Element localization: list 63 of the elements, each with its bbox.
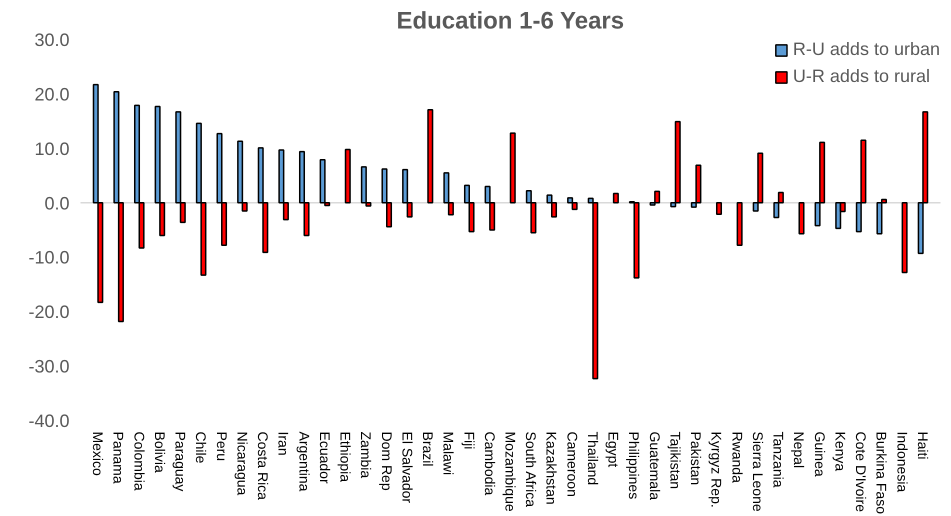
x-tick-label: Tanzania <box>770 432 787 488</box>
x-tick-label: Guinea <box>812 432 828 477</box>
x-tick-label: Mexico <box>90 432 106 476</box>
x-tick-label: Rwanda <box>729 432 746 484</box>
x-tick-label: Bolivia <box>152 432 168 473</box>
y-tick-label: 0.0 <box>44 193 70 214</box>
x-tick-label: Cameroon <box>564 432 580 497</box>
x-tick-label: Indonesia <box>894 432 910 492</box>
x-tick-label: Cote D'Ivoire <box>853 432 870 512</box>
x-tick-label: Nicaragua <box>234 432 250 496</box>
x-tick-label: Burkina Faso <box>874 432 890 514</box>
x-tick-label: Peru <box>214 432 230 462</box>
x-tick-label: Fiji <box>461 432 478 450</box>
x-tick-label: Zambia <box>358 432 374 478</box>
chart-title: Education 1-6 Years <box>396 8 624 34</box>
x-tick-label: Brazil <box>420 432 436 467</box>
bar <box>716 202 722 215</box>
x-tick-label: Pakistan <box>688 432 704 486</box>
x-tick-label: Haiti <box>914 432 931 460</box>
x-tick-label: Dom Rep <box>378 432 395 491</box>
x-tick-label: Colombia <box>131 432 148 491</box>
y-tick-label: -30.0 <box>28 356 70 377</box>
y-tick-label: -10.0 <box>28 248 70 268</box>
bar <box>612 192 619 204</box>
x-tick-label: Ethiopia <box>338 432 354 482</box>
y-tick-label: 20.0 <box>34 84 70 104</box>
x-tick-label: Chile <box>193 432 210 464</box>
bar <box>344 148 351 204</box>
bar <box>427 108 434 204</box>
y-tick-label: -40.0 <box>28 411 70 431</box>
bar <box>736 202 743 246</box>
x-tick-label: Guatemala <box>646 432 663 500</box>
x-tick-label: Mozambique <box>502 432 518 512</box>
legend-label: U-R adds to rural <box>792 66 930 87</box>
x-tick-label: Kenya <box>832 432 848 472</box>
x-tick-label: Ecuador <box>316 432 333 484</box>
x-tick-label: Tajikistan <box>667 432 684 490</box>
y-tick-label: -20.0 <box>28 302 70 322</box>
x-tick-label: Panama <box>110 432 127 484</box>
x-tick-label: Costa Rica <box>255 432 272 500</box>
x-tick-label: Paraguay <box>172 432 189 492</box>
x-tick-label: Egypt <box>606 432 622 468</box>
x-tick-label: El Salvador <box>399 432 416 504</box>
x-tick-label: Argentina <box>296 432 312 492</box>
legend-label: R-U adds to urban <box>792 39 940 60</box>
x-tick-label: Sierra Leone <box>750 432 766 512</box>
x-tick-label: Malawi <box>440 432 457 476</box>
bar <box>695 164 702 204</box>
x-tick-label: Kazakhstan <box>544 432 560 505</box>
bar <box>902 202 908 274</box>
bar <box>510 132 516 204</box>
x-tick-label: Cambodia <box>482 432 498 496</box>
x-tick-label: Kyrgyz Rep. <box>708 432 725 508</box>
x-tick-label: Thailand <box>584 432 601 486</box>
bar <box>798 202 805 235</box>
bar <box>320 159 326 204</box>
y-tick-label: 30.0 <box>34 30 70 50</box>
bar <box>633 202 640 279</box>
x-tick-label: Nepal <box>791 432 808 468</box>
x-tick-label: Philippines <box>626 432 642 500</box>
x-tick-label: Iran <box>276 432 292 456</box>
y-tick-label: 10.0 <box>34 138 70 159</box>
x-tick-label: South Africa <box>523 432 540 508</box>
